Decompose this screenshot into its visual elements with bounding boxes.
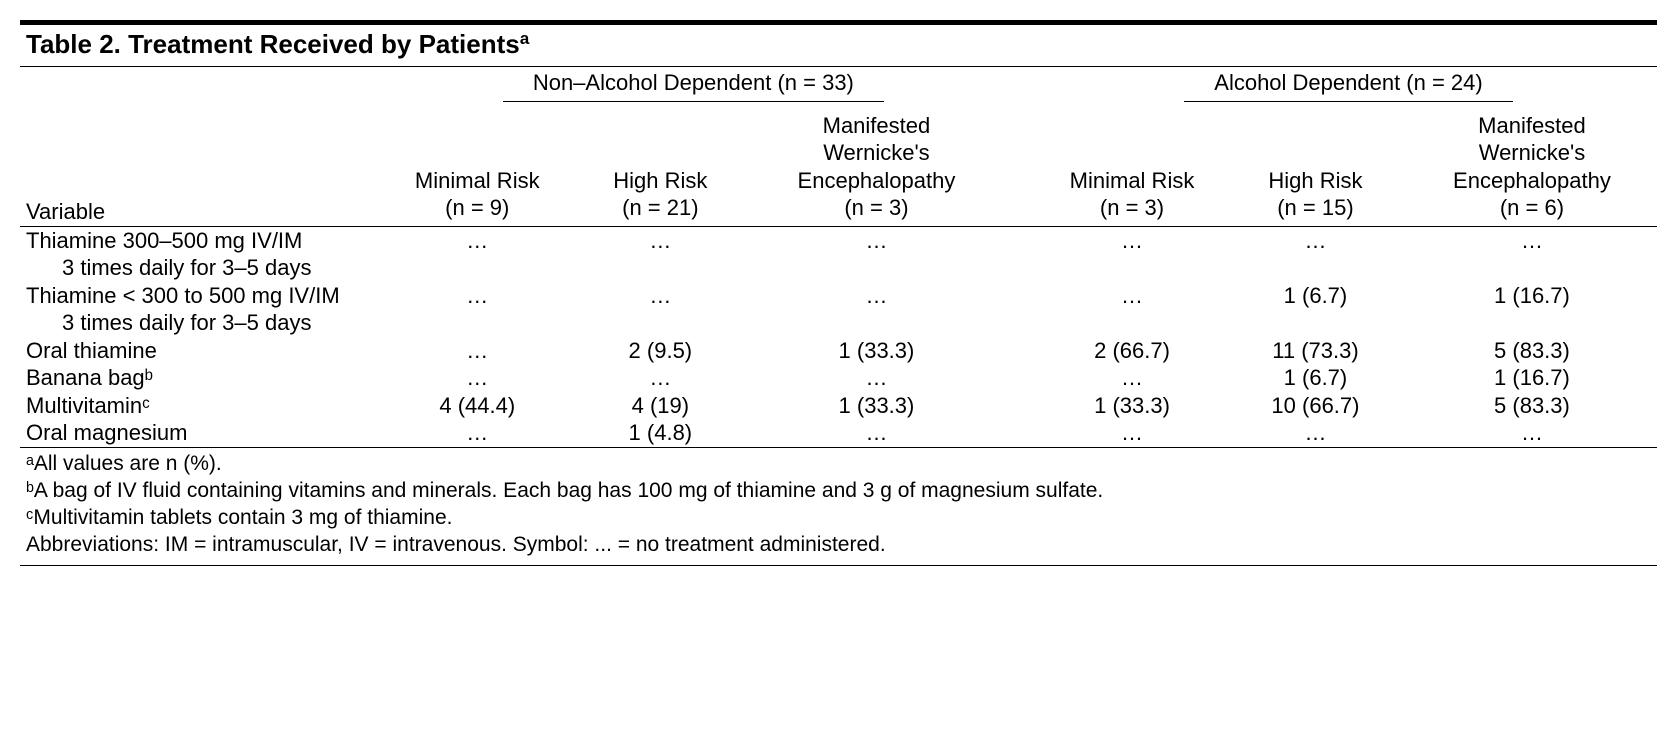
cell: …	[1040, 226, 1224, 254]
cell: …	[751, 226, 1001, 254]
cell: …	[569, 226, 751, 254]
footnote-a: ᵃAll values are n (%).	[26, 450, 1651, 477]
cell: …	[569, 364, 751, 392]
row-label: Oral thiamine	[20, 337, 385, 365]
cell: 1 (4.8)	[569, 419, 751, 447]
cell: …	[385, 282, 569, 310]
cell: …	[1040, 419, 1224, 447]
row-label-cont: 3 times daily for 3–5 days	[20, 309, 385, 337]
col-we-na: ManifestedWernicke'sEncephalopathy(n = 3…	[751, 108, 1001, 227]
footnote-abbrev: Abbreviations: IM = intramuscular, IV = …	[26, 531, 1651, 558]
cell: 4 (19)	[569, 392, 751, 420]
cell: 1 (6.7)	[1224, 364, 1407, 392]
data-table: Non–Alcohol Dependent (n = 33) Alcohol D…	[20, 67, 1657, 448]
cell: 11 (73.3)	[1224, 337, 1407, 365]
cell: 2 (66.7)	[1040, 337, 1224, 365]
variable-header: Variable	[20, 108, 385, 227]
row-label: Banana bagᵇ	[20, 364, 385, 392]
cell: 5 (83.3)	[1407, 337, 1657, 365]
row-label: Thiamine < 300 to 500 mg IV/IM	[20, 282, 385, 310]
cell: …	[1040, 364, 1224, 392]
footnotes: ᵃAll values are n (%). ᵇA bag of IV flui…	[20, 448, 1657, 566]
group2-label: Alcohol Dependent (n = 24)	[1184, 69, 1512, 102]
cell: 2 (9.5)	[569, 337, 751, 365]
table-row: Oral thiamine … 2 (9.5) 1 (33.3) 2 (66.7…	[20, 337, 1657, 365]
cell: 1 (16.7)	[1407, 364, 1657, 392]
cell: 1 (33.3)	[751, 337, 1001, 365]
table-title: Table 2. Treatment Received by Patientsª	[20, 25, 1657, 67]
cell: 1 (33.3)	[751, 392, 1001, 420]
table-row: Banana bagᵇ … … … … 1 (6.7) 1 (16.7)	[20, 364, 1657, 392]
table-row: 3 times daily for 3–5 days	[20, 254, 1657, 282]
col-highrisk-na: High Risk(n = 21)	[569, 108, 751, 227]
cell: …	[385, 337, 569, 365]
footnote-c: ᶜMultivitamin tablets contain 3 mg of th…	[26, 504, 1651, 531]
group1-label: Non–Alcohol Dependent (n = 33)	[503, 69, 884, 102]
row-label-cont: 3 times daily for 3–5 days	[20, 254, 385, 282]
row-label: Oral magnesium	[20, 419, 385, 447]
cell: 1 (33.3)	[1040, 392, 1224, 420]
cell: 1 (6.7)	[1224, 282, 1407, 310]
cell: 1 (16.7)	[1407, 282, 1657, 310]
cell: …	[385, 419, 569, 447]
table-row: 3 times daily for 3–5 days	[20, 309, 1657, 337]
cell: …	[751, 282, 1001, 310]
cell: …	[385, 364, 569, 392]
col-minrisk-na: Minimal Risk(n = 9)	[385, 108, 569, 227]
cell: …	[751, 364, 1001, 392]
table-container: Table 2. Treatment Received by Patientsª…	[20, 20, 1657, 566]
col-minrisk-ad: Minimal Risk(n = 3)	[1040, 108, 1224, 227]
cell: …	[751, 419, 1001, 447]
cell: …	[569, 282, 751, 310]
cell: …	[1040, 282, 1224, 310]
cell: 4 (44.4)	[385, 392, 569, 420]
row-label: Multivitaminᶜ	[20, 392, 385, 420]
cell: 10 (66.7)	[1224, 392, 1407, 420]
cell: …	[1407, 226, 1657, 254]
table-row: Multivitaminᶜ 4 (44.4) 4 (19) 1 (33.3) 1…	[20, 392, 1657, 420]
table-row: Thiamine < 300 to 500 mg IV/IM … … … … 1…	[20, 282, 1657, 310]
table-row: Thiamine 300–500 mg IV/IM … … … … … …	[20, 226, 1657, 254]
table-row: Oral magnesium … 1 (4.8) … … … …	[20, 419, 1657, 447]
cell: …	[1407, 419, 1657, 447]
cell: …	[385, 226, 569, 254]
group-header-row: Non–Alcohol Dependent (n = 33) Alcohol D…	[20, 67, 1657, 108]
row-label: Thiamine 300–500 mg IV/IM	[20, 226, 385, 254]
footnote-b: ᵇA bag of IV fluid containing vitamins a…	[26, 477, 1651, 504]
cell: 5 (83.3)	[1407, 392, 1657, 420]
cell: …	[1224, 419, 1407, 447]
sub-header-row: Variable Minimal Risk(n = 9) High Risk(n…	[20, 108, 1657, 227]
col-highrisk-ad: High Risk(n = 15)	[1224, 108, 1407, 227]
col-we-ad: ManifestedWernicke'sEncephalopathy(n = 6…	[1407, 108, 1657, 227]
cell: …	[1224, 226, 1407, 254]
